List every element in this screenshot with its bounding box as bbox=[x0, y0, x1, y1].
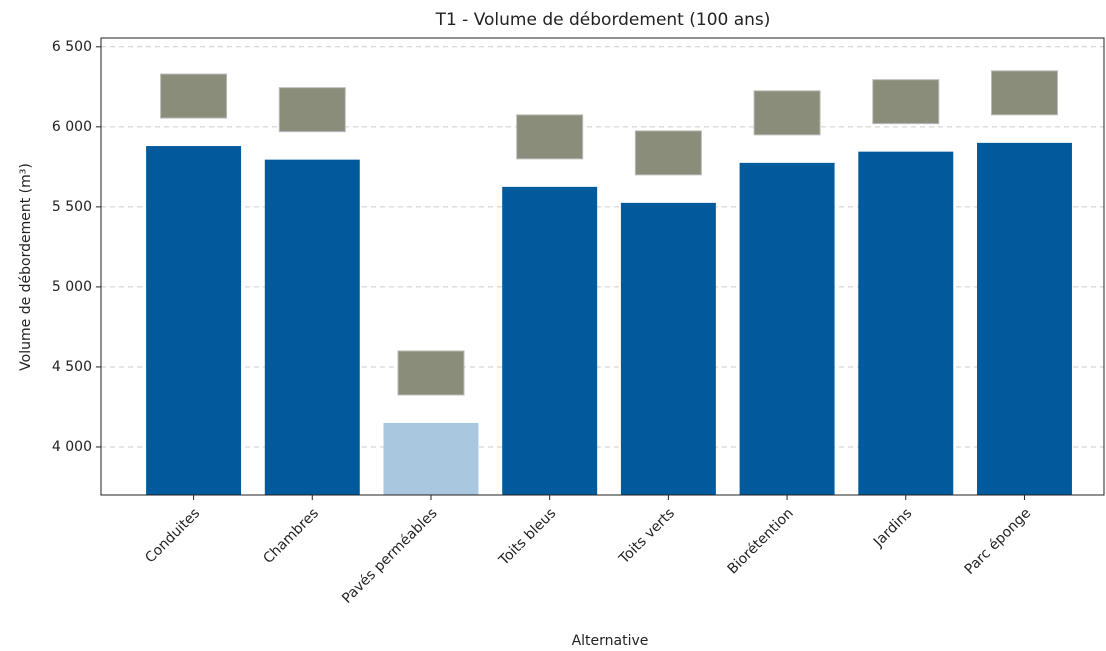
bar bbox=[620, 202, 716, 496]
x-tick-label: Biorétention bbox=[725, 505, 797, 577]
bar bbox=[383, 422, 479, 495]
x-tick-label: Chambres bbox=[260, 505, 322, 567]
thumbnail bbox=[990, 70, 1058, 116]
thumbnail bbox=[872, 79, 940, 125]
plot-frame bbox=[100, 37, 1105, 496]
bar bbox=[146, 146, 242, 495]
x-axis-label: Alternative bbox=[572, 633, 649, 649]
thumbnail bbox=[753, 90, 821, 136]
y-axis-label: Volume de débordement (m³) bbox=[18, 163, 34, 371]
y-tick-label: 4 500 bbox=[52, 359, 92, 375]
bar bbox=[739, 162, 835, 495]
x-tick-label: Toits bleus bbox=[495, 505, 559, 569]
bar bbox=[264, 159, 360, 495]
x-tick-label: Pavés perméables bbox=[339, 505, 441, 607]
x-tick-label: Jardins bbox=[870, 505, 915, 550]
chart-title: T1 - Volume de débordement (100 ans) bbox=[435, 10, 771, 30]
x-tick-label: Parc éponge bbox=[962, 505, 1034, 577]
bar bbox=[976, 142, 1072, 495]
thumbnail bbox=[160, 73, 228, 119]
x-tick-label: Conduites bbox=[142, 505, 203, 566]
y-tick-label: 6 000 bbox=[52, 119, 92, 135]
x-tick-label: Toits verts bbox=[616, 505, 678, 567]
thumbnail bbox=[278, 87, 346, 133]
thumbnail bbox=[516, 114, 584, 160]
thumbnail bbox=[634, 130, 702, 176]
y-tick-label: 6 500 bbox=[52, 39, 92, 55]
bar bbox=[858, 151, 954, 496]
y-tick-label: 4 000 bbox=[52, 439, 92, 455]
y-tick-label: 5 000 bbox=[52, 279, 92, 295]
y-tick-label: 5 500 bbox=[52, 199, 92, 215]
thumbnail bbox=[397, 350, 465, 396]
bar bbox=[502, 186, 598, 495]
